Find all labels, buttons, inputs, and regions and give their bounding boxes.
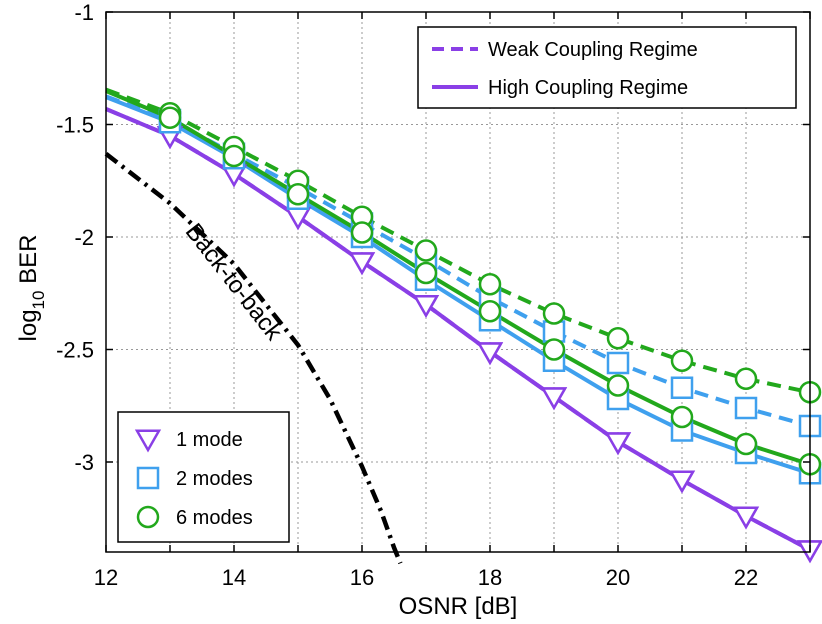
data-point-6-modes-high-coupling-regime (158, 106, 182, 129)
data-point-6-modes-weak-coupling-regime (542, 302, 566, 325)
data-point-6-modes-high-coupling-regime (414, 261, 438, 285)
x-tick-label: 16 (350, 565, 374, 590)
y-axis-label: log10 BER (15, 235, 48, 342)
data-point-1-mode-high-coupling-regime (476, 342, 504, 366)
x-tick-label: 12 (94, 565, 118, 590)
legend-marker (136, 466, 160, 490)
y-axis-label-sub: 10 (29, 291, 48, 310)
data-point-6-modes-high-coupling-regime (606, 374, 630, 397)
data-point-6-modes-weak-coupling-regime (670, 349, 694, 372)
data-point-6-modes-weak-coupling-regime (478, 273, 502, 296)
y-axis-label-tail: BER (15, 235, 42, 291)
x-tick-label: 22 (734, 565, 758, 590)
data-point-6-modes-high-coupling-regime (350, 221, 374, 244)
data-point-1-mode-high-coupling-regime (732, 506, 760, 530)
data-point-6-modes-high-coupling-regime (286, 183, 310, 206)
data-point-6-modes-high-coupling-regime (222, 144, 246, 168)
data-point-1-mode-high-coupling-regime (348, 252, 376, 276)
legend-high-coupling-label: High Coupling Regime (488, 77, 688, 99)
data-point-1-mode-high-coupling-regime (540, 387, 568, 411)
data-point-1-mode-high-coupling-regime (412, 295, 440, 319)
legend-marker (136, 505, 160, 529)
plot-area-frame (105, 11, 811, 553)
data-point-1-mode-high-coupling-regime (284, 207, 312, 231)
legend-6-modes-marker (136, 505, 160, 529)
axis-ticks: 12 14 16 18 20 22 -1 -1.5 -2 -2.5 -3 (56, 0, 811, 590)
legend-6-modes-label: 6 modes (176, 507, 253, 529)
series-line-2-modes-weak-coupling-regime (105, 94, 811, 428)
legend-2-modes-label: 2 modes (176, 468, 253, 490)
legend-marker (134, 429, 162, 453)
data-point-6-modes-weak-coupling-regime (734, 367, 758, 390)
data-point-6-modes-high-coupling-regime (478, 300, 502, 323)
data-point-6-modes-weak-coupling-regime (606, 327, 630, 350)
legend-1-mode-label: 1 mode (176, 429, 243, 451)
y-tick-label: -2.5 (56, 338, 94, 363)
legend-weak-coupling-label: Weak Coupling Regime (488, 39, 698, 61)
data-point-2-modes-weak-coupling-regime (670, 376, 694, 399)
x-axis-label: OSNR [dB] (399, 593, 518, 620)
y-tick-label: -1.5 (56, 113, 94, 138)
x-tick-label: 20 (606, 565, 630, 590)
y-tick-label: -1 (74, 0, 94, 25)
y-tick-label: -3 (74, 450, 94, 475)
legend-coupling-box (417, 26, 797, 109)
data-point-1-mode-high-coupling-regime (668, 470, 696, 494)
legend-modes: 1 mode 2 modes 6 modes (117, 411, 290, 543)
series-line-back-to-back (104, 152, 403, 565)
data-point-6-modes-high-coupling-regime (670, 405, 694, 429)
data-point-6-modes-high-coupling-regime (542, 338, 566, 361)
data-point-2-modes-weak-coupling-regime (606, 351, 630, 375)
y-axis-label-main: log (15, 309, 42, 341)
data-point-2-modes-weak-coupling-regime (734, 396, 758, 420)
legend-coupling-regime: Weak Coupling Regime High Coupling Regim… (417, 26, 797, 109)
legend-2-modes-marker (136, 466, 160, 490)
x-tick-label: 14 (222, 565, 246, 590)
legend-1-mode-marker (134, 429, 162, 453)
data-markers (156, 102, 822, 564)
data-point-1-mode-high-coupling-regime (604, 432, 632, 456)
data-point-6-modes-high-coupling-regime (734, 432, 758, 456)
data-point-6-modes-weak-coupling-regime (414, 239, 438, 262)
x-tick-label: 18 (478, 565, 502, 590)
y-tick-label: -2 (74, 225, 94, 250)
